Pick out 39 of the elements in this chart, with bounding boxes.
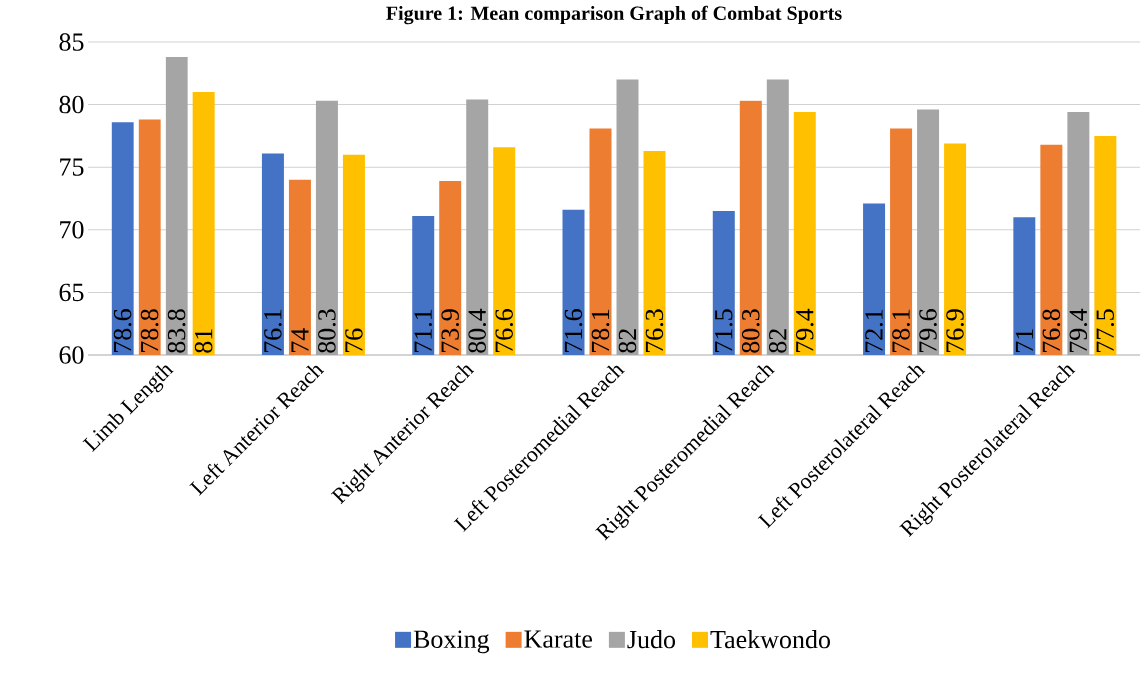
y-tick-label: 65 (59, 283, 84, 302)
data-label: 78.1 (892, 309, 910, 353)
legend-label: Taekwondo (710, 630, 830, 649)
data-label: 72.1 (865, 309, 883, 353)
data-label: 71.6 (564, 309, 583, 353)
data-label: 83.8 (167, 309, 186, 353)
data-label: 76.6 (495, 309, 513, 353)
y-tick-label: 85 (59, 33, 84, 51)
chart-title: Figure 1: Mean comparison Graph of Combat Sports (386, 5, 842, 25)
data-label: 76.9 (946, 309, 964, 353)
data-label: 74 (291, 328, 309, 353)
data-label: 82 (618, 329, 637, 353)
data-label: 76 (345, 328, 363, 353)
data-label: 76.8 (1042, 309, 1061, 353)
data-label: 71.1 (414, 309, 432, 353)
legend-label: Karate (524, 630, 592, 648)
data-label: 79.4 (795, 308, 814, 353)
data-label: 71 (1015, 329, 1033, 353)
data-label: 78.8 (140, 309, 159, 353)
data-label: 79.4 (1069, 308, 1088, 353)
data-label: 78.1 (591, 309, 610, 353)
y-tick-label: 60 (59, 346, 84, 364)
data-label: 80.3 (741, 309, 760, 353)
legend-label: Judo (627, 630, 676, 649)
y-tick-label: 75 (60, 158, 84, 176)
data-label: 76.3 (645, 309, 664, 353)
data-label: 80.4 (468, 308, 487, 353)
data-label: 76.1 (264, 309, 282, 353)
y-tick-label: 80 (59, 95, 84, 114)
data-label: 80.3 (318, 309, 336, 353)
data-label: 82 (769, 329, 787, 353)
y-tick-label: 70 (60, 221, 84, 239)
data-label: 79.6 (919, 309, 937, 353)
data-label: 71.5 (715, 309, 733, 353)
data-label: 77.5 (1096, 309, 1115, 353)
legend-label: Boxing (413, 630, 490, 654)
data-label: 73.9 (441, 309, 459, 353)
data-label: 81 (194, 329, 213, 353)
data-label: 78.6 (113, 309, 132, 353)
